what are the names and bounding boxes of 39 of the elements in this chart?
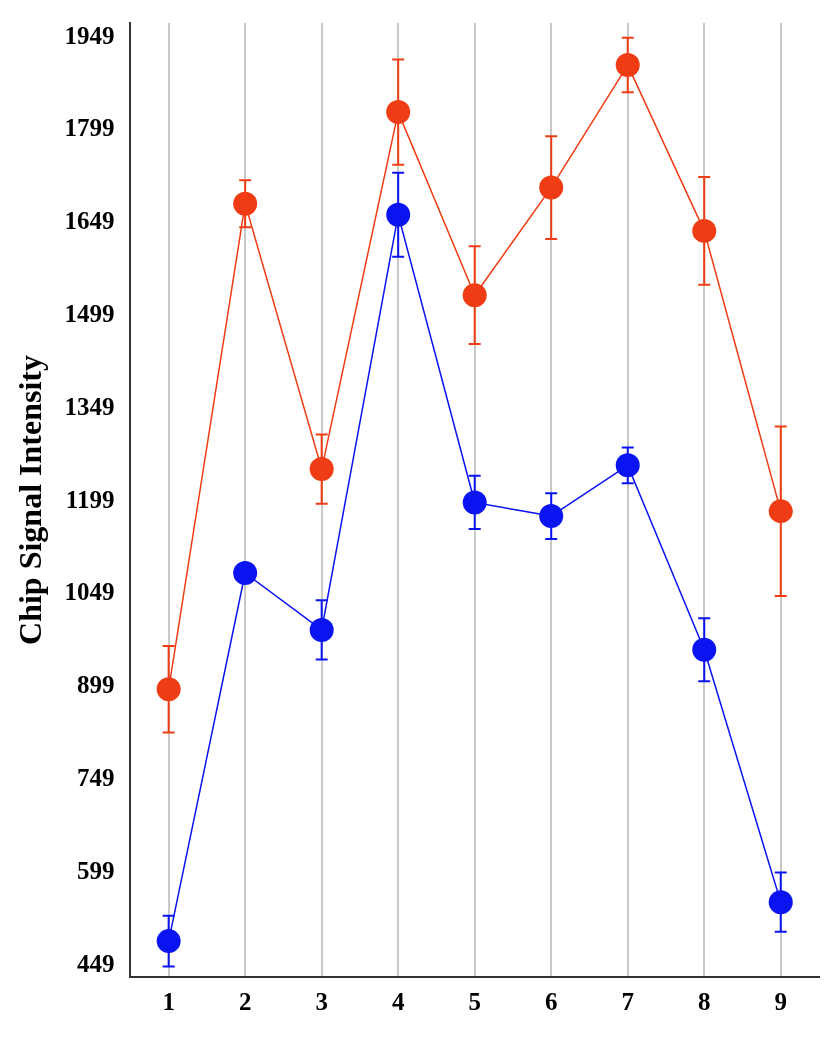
point bbox=[386, 100, 411, 125]
x-tick-label: 7 bbox=[621, 988, 634, 1016]
x-tick-label: 3 bbox=[315, 988, 328, 1016]
y-tick-label: 899 bbox=[76, 671, 115, 699]
x-tick-label: 9 bbox=[774, 988, 787, 1016]
y-tick-label: 1349 bbox=[64, 392, 115, 420]
point bbox=[309, 457, 334, 482]
y-tick-label: 1199 bbox=[65, 485, 115, 513]
point bbox=[309, 617, 334, 642]
point bbox=[462, 490, 487, 515]
point bbox=[156, 929, 181, 954]
y-tick-label: 1799 bbox=[64, 114, 115, 142]
x-tick-label: 8 bbox=[697, 988, 711, 1016]
point bbox=[233, 561, 258, 585]
point bbox=[156, 677, 181, 702]
point bbox=[768, 499, 793, 524]
point bbox=[615, 453, 640, 478]
y-axis-title: Chip Signal Intensity bbox=[12, 355, 49, 645]
x-tick-label: 4 bbox=[391, 988, 405, 1016]
y-tick-label: 599 bbox=[76, 856, 115, 884]
point bbox=[692, 637, 717, 662]
point bbox=[233, 191, 258, 216]
y-tick-label: 1949 bbox=[64, 21, 115, 49]
y-tick-label: 449 bbox=[76, 949, 115, 977]
point bbox=[539, 175, 564, 200]
point bbox=[386, 202, 411, 227]
x-tick-label: 5 bbox=[468, 988, 481, 1016]
x-tick-label: 6 bbox=[544, 988, 558, 1016]
x-tick-label: 2 bbox=[238, 988, 252, 1016]
point bbox=[615, 53, 640, 78]
x-tick-label: 1 bbox=[162, 988, 175, 1016]
y-tick-label: 1499 bbox=[64, 300, 115, 328]
y-tick-label: 749 bbox=[76, 764, 115, 792]
point bbox=[692, 218, 717, 243]
point bbox=[462, 283, 487, 308]
point bbox=[539, 504, 564, 529]
y-tick-label: 1049 bbox=[64, 578, 115, 606]
point bbox=[768, 890, 793, 915]
y-tick-label: 1649 bbox=[64, 207, 115, 235]
